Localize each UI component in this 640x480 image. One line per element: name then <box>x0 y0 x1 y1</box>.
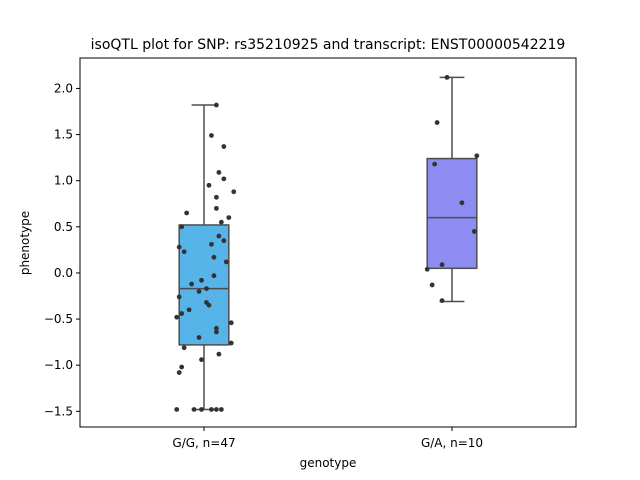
group-0-point <box>211 254 217 260</box>
group-0-point <box>214 407 219 412</box>
group-0-point <box>181 249 187 255</box>
group-0-point <box>216 233 222 239</box>
group-0-point <box>221 176 227 182</box>
group-0-point <box>196 288 202 294</box>
group-0-point <box>179 224 185 230</box>
group-0-point <box>181 345 187 351</box>
group-0-point <box>206 302 212 308</box>
group-0-box <box>178 224 230 346</box>
group-1-point <box>439 262 445 268</box>
group-1-point <box>439 298 445 304</box>
group-0-point <box>211 273 217 279</box>
y-tick-label: −1.0 <box>44 358 73 372</box>
plot-frame <box>79 57 577 428</box>
group-0-point <box>174 314 180 320</box>
group-0-point <box>221 144 227 149</box>
group-0-point <box>179 364 185 370</box>
group-1-point <box>474 153 480 159</box>
group-0-point <box>231 189 237 195</box>
group-0-point <box>214 194 219 200</box>
group-0-point <box>209 133 214 138</box>
group-0-point <box>186 307 192 313</box>
group-0-point <box>216 351 222 357</box>
y-tick-label: 1.5 <box>54 128 73 142</box>
group-0-point <box>214 102 219 108</box>
group-0-point <box>179 311 185 316</box>
group-0-point <box>209 241 214 247</box>
group-0-point <box>199 277 204 283</box>
group-0-point <box>176 244 182 250</box>
y-axis: 2.0 1.5 1.0 0.5 0.0 −0.5 −1.0 −1.5 <box>44 81 80 418</box>
group-0-point <box>206 182 212 188</box>
group-0-point <box>204 286 209 292</box>
group-0-point <box>223 259 229 265</box>
x-tick-label: G/A, n=10 <box>421 436 483 450</box>
y-axis-label: phenotype <box>18 211 32 275</box>
points-layer <box>174 74 480 412</box>
group-0-point <box>176 370 182 375</box>
group-0-point <box>184 210 190 216</box>
group-1-point <box>459 200 465 206</box>
group-0-point <box>221 238 227 244</box>
group-1-point <box>434 120 440 125</box>
group-0-point <box>174 407 180 412</box>
group-0-point <box>214 205 219 211</box>
group-0-point <box>214 329 219 335</box>
y-tick-label: 2.0 <box>54 81 73 95</box>
y-tick-label: 0.0 <box>54 266 73 280</box>
group-0-point <box>228 320 234 326</box>
group-0-point <box>214 325 219 331</box>
group-1-box <box>426 157 478 270</box>
x-axis: G/G, n=47 G/A, n=10 <box>172 427 483 450</box>
group-0-point <box>216 169 222 175</box>
group-0-point <box>226 215 232 220</box>
y-tick-label: −1.5 <box>44 404 73 418</box>
y-tick-label: −0.5 <box>44 312 73 326</box>
group-0-point <box>189 281 195 287</box>
group-0-point <box>199 407 204 412</box>
group-0-point <box>196 335 202 340</box>
group-1-point <box>444 74 450 80</box>
group-1-point <box>471 229 477 234</box>
x-axis-label: genotype <box>300 456 357 470</box>
y-tick-label: 0.5 <box>54 220 73 234</box>
chart-title: isoQTL plot for SNP: rs35210925 and tran… <box>91 37 566 53</box>
group-0-point <box>191 407 197 412</box>
group-0-point <box>218 219 224 225</box>
group-1-point <box>432 161 438 167</box>
group-0-point <box>199 357 204 363</box>
group-1-point <box>424 266 430 272</box>
group-0-point <box>218 407 224 412</box>
group-0-point <box>209 407 214 412</box>
group-0-point <box>228 340 234 346</box>
y-tick-label: 1.0 <box>54 174 73 188</box>
x-tick-label: G/G, n=47 <box>172 436 235 450</box>
group-0-point <box>176 294 182 300</box>
group-1-point <box>429 282 435 288</box>
